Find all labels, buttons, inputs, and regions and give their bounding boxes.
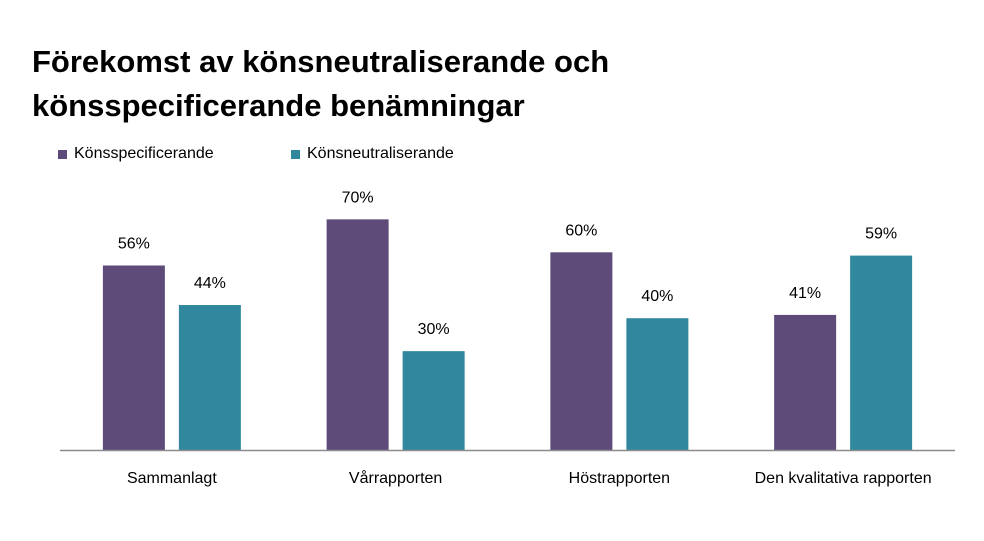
bar-konsneutraliserande-2 <box>402 351 465 450</box>
legend-item-konsspecificerande: Könsspecificerande <box>58 145 214 163</box>
chart-title: Förekomst av könsneutraliserande och kön… <box>32 40 962 128</box>
legend-swatch-konsspecificerande <box>58 149 67 159</box>
data-label-konsspecificerande-3: 60% <box>565 222 597 239</box>
category-label-4: Den kvalitativa rapporten <box>755 470 932 487</box>
bar-konsspecificerande-2 <box>326 219 389 450</box>
bar-konsspecificerande-4 <box>774 314 837 450</box>
data-label-konsspecificerande-1: 56% <box>118 235 150 252</box>
bar-konsneutraliserande-4 <box>850 255 913 450</box>
bar-konsspecificerande-3 <box>550 252 613 450</box>
legend-label-konsneutraliserande: Könsneutraliserande <box>307 145 454 162</box>
category-label-1: Sammanlagt <box>127 470 217 487</box>
legend-label-konsspecificerande: Könsspecificerande <box>74 145 214 162</box>
data-label-konsneutraliserande-1: 44% <box>194 275 226 292</box>
chart-title-line-2: könsspecificerande benämningar <box>32 88 525 123</box>
data-label-konsneutraliserande-3: 40% <box>641 288 673 305</box>
legend-swatch-konsneutraliserande <box>291 149 300 159</box>
bar-konsneutraliserande-1 <box>178 305 241 450</box>
legend-item-konsneutraliserande: Könsneutraliserande <box>291 145 454 163</box>
data-label-konsneutraliserande-4: 59% <box>865 226 897 243</box>
chart-title-line-1: Förekomst av könsneutraliserande och <box>32 44 610 79</box>
bar-konsneutraliserande-3 <box>626 318 689 450</box>
data-label-konsneutraliserande-2: 30% <box>418 321 450 338</box>
data-label-konsspecificerande-2: 70% <box>342 189 374 206</box>
category-label-3: Höstrapporten <box>569 470 670 487</box>
bar-konsspecificerande-1 <box>102 265 165 450</box>
category-label-2: Vårrapporten <box>349 469 442 487</box>
data-label-konsspecificerande-4: 41% <box>789 285 821 302</box>
